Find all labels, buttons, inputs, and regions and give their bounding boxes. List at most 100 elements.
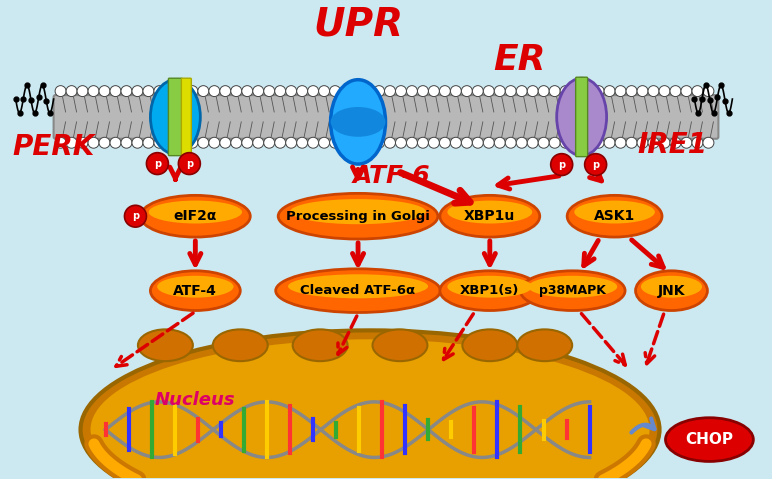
Text: p: p (132, 211, 139, 221)
Circle shape (407, 86, 418, 97)
Circle shape (264, 137, 275, 148)
Ellipse shape (567, 195, 662, 237)
Circle shape (582, 137, 593, 148)
Circle shape (55, 86, 66, 97)
Circle shape (703, 137, 714, 148)
Circle shape (550, 154, 573, 175)
Ellipse shape (293, 330, 347, 361)
Circle shape (659, 86, 670, 97)
Ellipse shape (276, 269, 440, 312)
Circle shape (275, 137, 286, 148)
Text: IRE1: IRE1 (638, 131, 708, 159)
Circle shape (527, 86, 538, 97)
Circle shape (154, 137, 165, 148)
Circle shape (319, 137, 330, 148)
Circle shape (231, 137, 242, 148)
Circle shape (124, 205, 147, 227)
Circle shape (615, 86, 626, 97)
Circle shape (363, 137, 374, 148)
Ellipse shape (278, 194, 438, 239)
FancyBboxPatch shape (181, 78, 191, 156)
Circle shape (384, 86, 395, 97)
Circle shape (483, 86, 494, 97)
Circle shape (582, 86, 593, 97)
Circle shape (165, 86, 176, 97)
Circle shape (462, 86, 472, 97)
Circle shape (527, 137, 538, 148)
Circle shape (637, 137, 648, 148)
Circle shape (494, 86, 506, 97)
Text: eIF2α: eIF2α (174, 209, 217, 223)
Circle shape (571, 86, 582, 97)
Text: p: p (592, 160, 599, 170)
Text: Processing in Golgi: Processing in Golgi (286, 210, 430, 223)
Text: p38MAPK: p38MAPK (539, 284, 606, 297)
Circle shape (418, 137, 428, 148)
Circle shape (351, 137, 363, 148)
Circle shape (66, 137, 77, 148)
FancyBboxPatch shape (53, 95, 719, 139)
Circle shape (494, 137, 506, 148)
Circle shape (165, 137, 176, 148)
Circle shape (286, 137, 296, 148)
Ellipse shape (157, 276, 233, 297)
Circle shape (252, 137, 264, 148)
Circle shape (374, 137, 384, 148)
Circle shape (472, 86, 483, 97)
Text: CHOP: CHOP (686, 432, 733, 447)
Circle shape (439, 86, 450, 97)
Ellipse shape (149, 201, 242, 224)
Text: p: p (186, 159, 193, 169)
Circle shape (472, 137, 483, 148)
Ellipse shape (440, 195, 540, 237)
Circle shape (450, 137, 462, 148)
Circle shape (462, 137, 472, 148)
Text: ATF-4: ATF-4 (174, 284, 217, 297)
Text: PERK: PERK (12, 133, 95, 161)
Circle shape (549, 86, 560, 97)
Circle shape (99, 86, 110, 97)
Circle shape (143, 137, 154, 148)
Circle shape (428, 86, 439, 97)
Circle shape (648, 137, 659, 148)
Circle shape (132, 137, 143, 148)
Circle shape (703, 86, 714, 97)
Circle shape (77, 137, 88, 148)
Circle shape (560, 137, 571, 148)
Circle shape (395, 86, 407, 97)
Circle shape (231, 86, 242, 97)
Circle shape (55, 137, 66, 148)
Circle shape (319, 86, 330, 97)
Circle shape (593, 137, 604, 148)
Circle shape (296, 86, 307, 97)
Circle shape (593, 86, 604, 97)
Text: ATF-6: ATF-6 (353, 164, 431, 189)
Ellipse shape (90, 339, 649, 479)
Circle shape (506, 86, 516, 97)
Circle shape (286, 86, 296, 97)
Circle shape (275, 86, 286, 97)
Circle shape (66, 86, 77, 97)
Circle shape (516, 86, 527, 97)
Circle shape (428, 137, 439, 148)
Circle shape (242, 86, 252, 97)
Circle shape (220, 86, 231, 97)
Ellipse shape (665, 418, 753, 461)
Circle shape (296, 137, 307, 148)
Circle shape (330, 137, 340, 148)
Ellipse shape (448, 201, 532, 224)
Circle shape (681, 137, 692, 148)
Circle shape (670, 137, 681, 148)
Circle shape (648, 86, 659, 97)
Circle shape (374, 86, 384, 97)
Circle shape (560, 86, 571, 97)
Ellipse shape (635, 271, 707, 310)
Ellipse shape (557, 78, 607, 156)
Text: p: p (154, 159, 161, 169)
Ellipse shape (517, 330, 572, 361)
Circle shape (549, 137, 560, 148)
Circle shape (198, 137, 208, 148)
Circle shape (121, 86, 132, 97)
Ellipse shape (151, 271, 240, 310)
Text: XBP1(s): XBP1(s) (460, 284, 520, 297)
